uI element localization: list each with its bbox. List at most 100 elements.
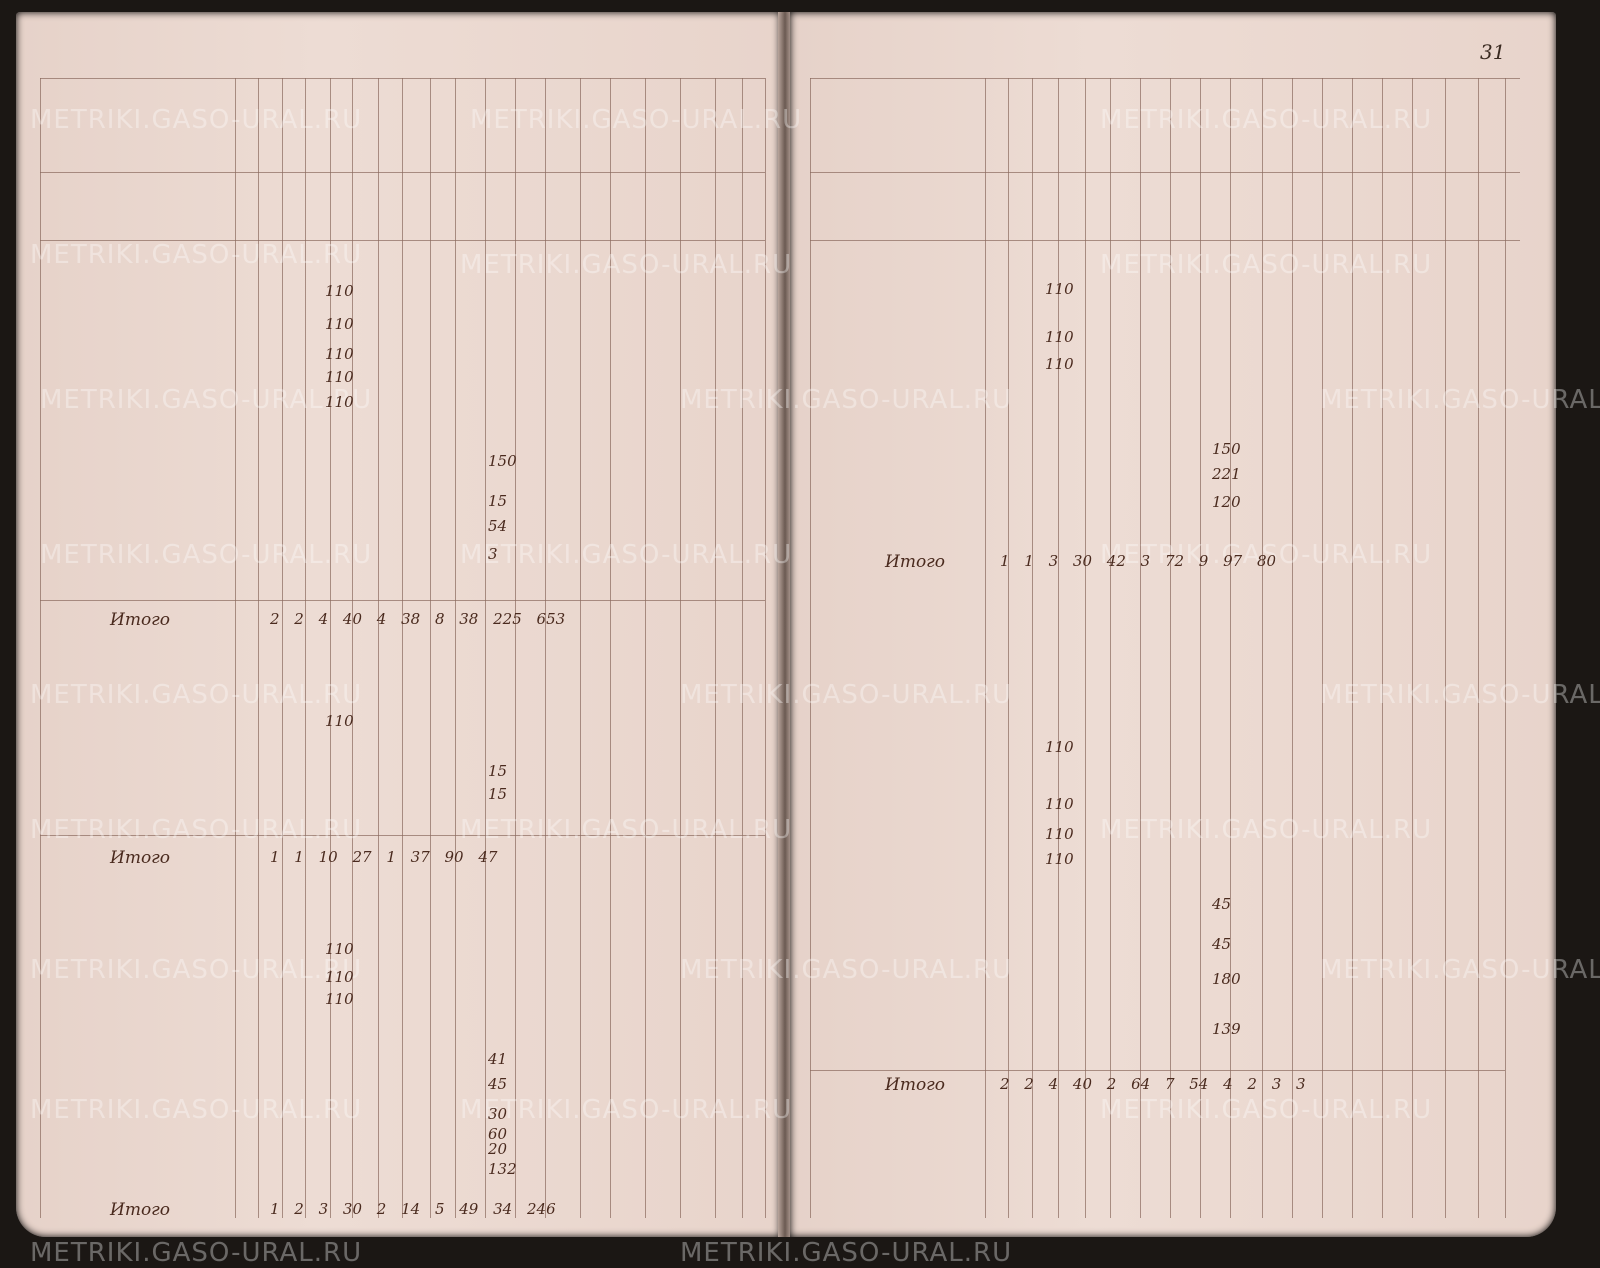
watermark: METRIKI.GASO-URAL.RU — [460, 540, 793, 570]
amount: 15 — [488, 762, 508, 780]
ruling-column-line — [742, 78, 743, 1218]
ruling-column-line — [580, 78, 581, 1218]
left-page — [16, 12, 780, 1237]
total-label: Итого — [110, 610, 171, 630]
watermark: METRIKI.GASO-URAL.RU — [460, 815, 793, 845]
watermark: METRIKI.GASO-URAL.RU — [680, 680, 1013, 710]
ruling-column-line — [1032, 78, 1033, 1218]
amount: 110 — [325, 940, 354, 958]
ruling-column-line — [545, 78, 546, 1218]
ruling-column-line — [352, 78, 353, 1218]
ruling-column-line — [1200, 78, 1201, 1218]
amount: 110 — [1045, 825, 1074, 843]
ruling-column-line — [1110, 78, 1111, 1218]
amount: 110 — [1045, 738, 1074, 756]
amount: 110 — [325, 368, 354, 386]
total-label: Итого — [110, 1200, 171, 1220]
ruling-column-line — [305, 78, 306, 1218]
watermark: METRIKI.GASO-URAL.RU — [1100, 540, 1433, 570]
watermark: METRIKI.GASO-URAL.RU — [30, 1238, 363, 1268]
book-gutter — [778, 12, 792, 1237]
total-values: 2 2 4 40 4 38 8 38 225 653 — [270, 610, 566, 628]
total-values: 1 1 10 27 1 37 90 47 — [270, 848, 498, 866]
ruling-column-line — [282, 78, 283, 1218]
ruling-column-line — [430, 78, 431, 1218]
amount: 110 — [1045, 850, 1074, 868]
right-page — [790, 12, 1556, 1237]
amount: 150 — [488, 452, 517, 470]
amount: 150 — [1212, 440, 1241, 458]
ruling-column-line — [1058, 78, 1059, 1218]
ruling-column-line — [40, 78, 41, 1218]
ruling-header-line — [810, 78, 1520, 79]
watermark: METRIKI.GASO-URAL.RU — [680, 385, 1013, 415]
ruling-column-line — [715, 78, 716, 1218]
ruling-column-line — [330, 78, 331, 1218]
amount: 120 — [1212, 493, 1241, 511]
amount: 45 — [1212, 935, 1232, 953]
total-values: 1 1 3 30 42 3 72 9 97 80 — [1000, 552, 1277, 570]
ruling-column-line — [1322, 78, 1323, 1218]
watermark: METRIKI.GASO-URAL.RU — [1100, 815, 1433, 845]
ruling-column-line — [455, 78, 456, 1218]
ruling-column-line — [765, 78, 766, 1218]
amount: 60 — [488, 1125, 508, 1143]
ruling-column-line — [1008, 78, 1009, 1218]
ruling-header-line — [40, 78, 765, 79]
ruling-column-line — [1352, 78, 1353, 1218]
ruling-column-line — [1085, 78, 1086, 1218]
amount: 110 — [325, 345, 354, 363]
ruling-column-line — [1292, 78, 1293, 1218]
ruling-total-line — [40, 835, 765, 836]
amount: 180 — [1212, 970, 1241, 988]
total-label: Итого — [885, 552, 946, 572]
ruling-column-line — [680, 78, 681, 1218]
amount: 15 — [488, 492, 508, 510]
amount: 45 — [1212, 895, 1232, 913]
amount: 110 — [325, 990, 354, 1008]
watermark: METRIKI.GASO-URAL.RU — [30, 105, 363, 135]
amount: 110 — [325, 282, 354, 300]
watermark: METRIKI.GASO-URAL.RU — [1320, 385, 1600, 415]
watermark: METRIKI.GASO-URAL.RU — [1100, 105, 1433, 135]
watermark: METRIKI.GASO-URAL.RU — [30, 1095, 363, 1125]
amount: 110 — [1045, 795, 1074, 813]
ruling-header-line — [810, 240, 1520, 241]
total-values: 2 2 4 40 2 64 7 54 4 2 3 3 — [1000, 1075, 1306, 1093]
watermark: METRIKI.GASO-URAL.RU — [1100, 250, 1433, 280]
ruling-column-line — [235, 78, 236, 1218]
ruling-total-line — [40, 600, 765, 601]
amount: 110 — [325, 968, 354, 986]
watermark: METRIKI.GASO-URAL.RU — [30, 815, 363, 845]
watermark: METRIKI.GASO-URAL.RU — [460, 1095, 793, 1125]
ruling-column-line — [1505, 78, 1506, 1218]
amount: 221 — [1212, 465, 1241, 483]
amount: 132 — [488, 1160, 517, 1178]
watermark: METRIKI.GASO-URAL.RU — [470, 105, 803, 135]
amount: 110 — [325, 393, 354, 411]
ruling-column-line — [610, 78, 611, 1218]
ruling-total-line — [810, 1070, 1505, 1071]
total-label: Итого — [110, 848, 171, 868]
watermark: METRIKI.GASO-URAL.RU — [1320, 955, 1600, 985]
ruling-header-line — [40, 240, 765, 241]
ruling-column-line — [1262, 78, 1263, 1218]
ruling-column-line — [1140, 78, 1141, 1218]
watermark: METRIKI.GASO-URAL.RU — [30, 955, 363, 985]
amount: 110 — [1045, 280, 1074, 298]
watermark: METRIKI.GASO-URAL.RU — [460, 250, 793, 280]
total-label: Итого — [885, 1075, 946, 1095]
watermark: METRIKI.GASO-URAL.RU — [1100, 1095, 1433, 1125]
amount: 45 — [488, 1075, 508, 1093]
watermark: METRIKI.GASO-URAL.RU — [680, 955, 1013, 985]
ruling-column-line — [402, 78, 403, 1218]
ruling-column-line — [1445, 78, 1446, 1218]
amount: 20 — [488, 1140, 508, 1158]
ruling-column-line — [1230, 78, 1231, 1218]
ruling-header-line — [40, 172, 765, 173]
ruling-column-line — [645, 78, 646, 1218]
amount: 110 — [325, 712, 354, 730]
watermark: METRIKI.GASO-URAL.RU — [40, 540, 373, 570]
ruling-column-line — [378, 78, 379, 1218]
ruling-column-line — [258, 78, 259, 1218]
